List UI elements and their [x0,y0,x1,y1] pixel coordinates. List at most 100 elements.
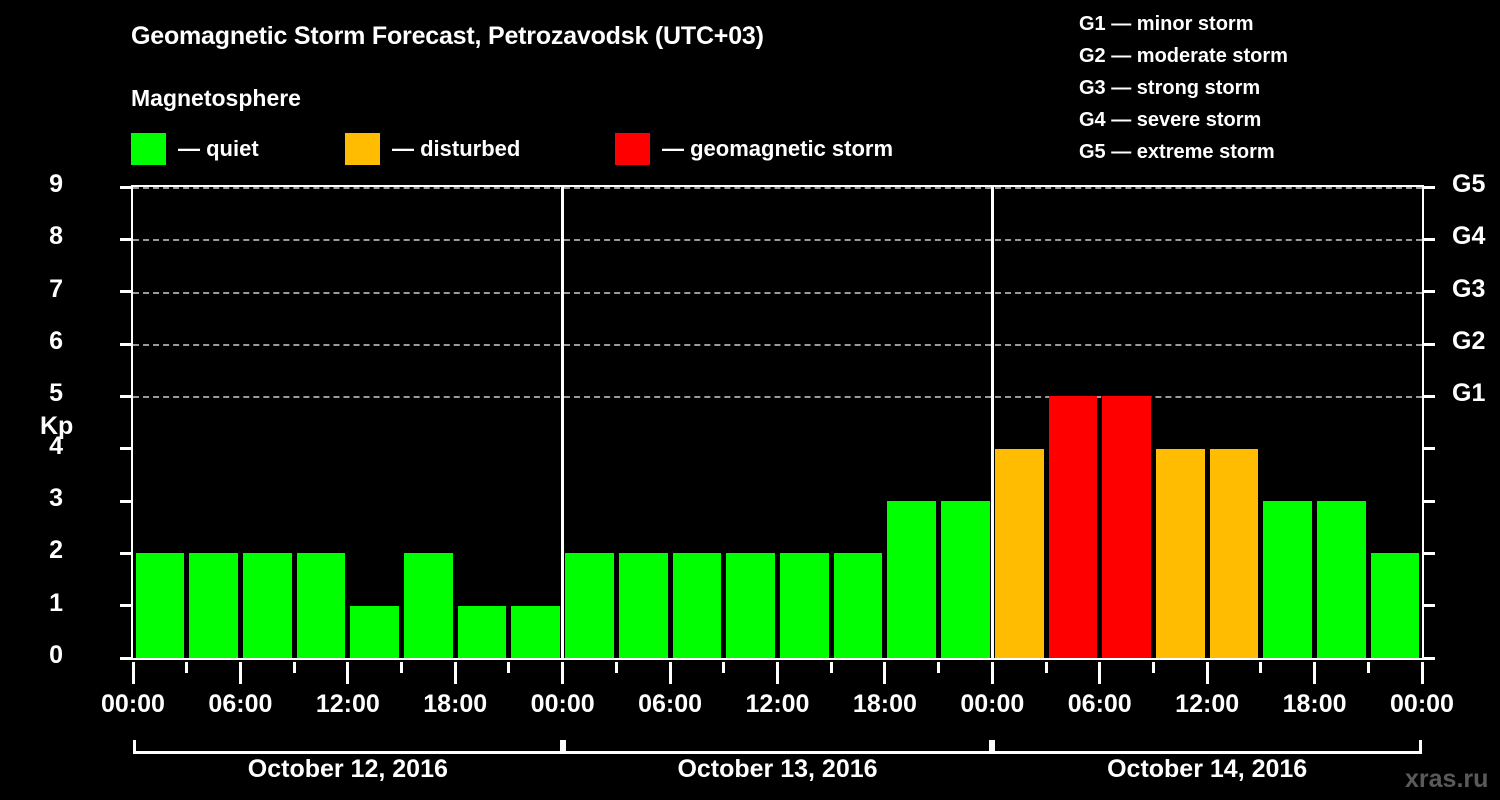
y-tick-7 [120,290,133,294]
plot-inner [120,185,1435,660]
x-tick-20 [1205,662,1209,684]
bar [511,605,561,658]
bar [941,501,990,658]
y-tick-label-1: 1 [49,588,63,617]
y-tick-label-g2: G2 [1452,327,1486,355]
legend-label-disturbed: — disturbed [392,136,521,161]
red-square-swatch-icon [615,133,650,165]
y-tick-0 [120,656,133,660]
bar [189,553,238,658]
date-label-3: October 14, 2016 [1107,755,1308,783]
x-tick-9 [614,662,618,673]
x-tick-3 [292,662,296,673]
x-tick-label-5: 06:00 [638,690,703,718]
y-tick-label-g3: G3 [1452,274,1486,303]
bar [887,501,937,658]
x-tick-10 [668,662,672,684]
bar [404,553,453,658]
gridline-kp-9 [133,187,1422,189]
y-tick-label-g5: G5 [1452,170,1486,198]
y-tick-right-4 [1422,447,1435,451]
x-tick-12 [776,662,779,684]
x-tick-18 [1098,662,1102,684]
x-tick-label-12: 00:00 [1390,690,1454,718]
x-tick-11 [722,662,726,673]
y-tick-right-3 [1422,499,1435,503]
gridline-kp-8 [133,239,1422,242]
y-tick-label-0: 0 [49,641,63,669]
bar [296,553,346,658]
x-tick-23 [1366,662,1370,673]
y-tick-label-6: 6 [49,327,63,355]
x-tick-7 [507,662,511,673]
x-tick-label-1: 06:00 [208,690,273,718]
y-tick-6 [120,342,133,346]
x-tick-21 [1259,662,1263,673]
bar [1370,553,1420,658]
x-tick-1 [185,662,189,673]
bar [833,553,883,658]
x-tick-label-10: 12:00 [1175,690,1240,718]
x-tick-16 [990,662,994,684]
y-tick-label-8: 8 [49,222,63,251]
day-separator-2 [990,187,994,658]
bar [1155,448,1205,658]
x-tick-label-8: 00:00 [960,690,1025,718]
x-tick-label-2: 12:00 [315,690,380,718]
legend-label-quiet: — quiet [178,136,259,161]
gscale-row-g1: G1 — minor storm [1079,13,1254,35]
gscale-row-g3: G3 — strong storm [1079,77,1261,99]
y-tick-right-1 [1422,604,1435,608]
y-tick-1 [120,604,133,608]
x-tick-4 [346,662,350,684]
y-tick-8 [120,237,133,241]
bar [1102,396,1151,658]
y-tick-5 [120,394,133,398]
y-tick-right-9 [1422,185,1435,189]
x-tick-label-3: 18:00 [423,690,488,718]
date-bracket-2 [562,740,993,754]
y-tick-label-g1: G1 [1452,379,1486,408]
x-tick-label-6: 12:00 [745,690,810,718]
legend-heading: Magnetosphere [131,85,301,111]
y-tick-3 [120,499,133,503]
bar [1048,396,1098,658]
gscale-row-g2: G2 — moderate storm [1079,45,1288,67]
bar [135,553,185,658]
x-tick-17 [1044,662,1048,673]
green-square-swatch-icon [131,133,166,165]
gscale-row-g4: G4 — severe storm [1079,109,1262,131]
legend-label-storm: — geomagnetic storm [662,136,894,161]
watermark: xras.ru [1405,765,1489,793]
date-label-1: October 12, 2016 [247,755,448,783]
x-tick-22 [1313,662,1317,684]
y-tick-2 [120,551,133,555]
x-tick-label-7: 18:00 [852,690,917,718]
x-tick-13 [829,662,833,673]
date-bracket-3 [992,740,1422,754]
x-tick-14 [883,662,887,684]
y-tick-label-9: 9 [49,170,63,198]
bar [618,553,668,658]
y-tick-right-2 [1422,551,1435,555]
y-tick-right-0 [1422,656,1435,660]
bar [1317,501,1366,658]
bar [994,448,1044,658]
plot-area [120,185,1435,660]
y-tick-right-7 [1422,290,1435,294]
gscale-row-g5: G5 — extreme storm [1079,141,1275,163]
x-tick-19 [1151,662,1155,673]
bar [242,553,292,658]
bar [726,553,775,658]
y-tick-9 [120,185,133,189]
y-tick-right-6 [1422,342,1435,346]
bar [1209,448,1259,658]
gridline-kp-5 [133,396,1422,399]
y-tick-label-2: 2 [49,536,63,565]
bar [457,605,507,658]
bar [672,553,722,658]
x-tick-5 [400,662,404,673]
x-tick-0 [131,662,135,684]
x-tick-label-0: 00:00 [101,690,165,718]
